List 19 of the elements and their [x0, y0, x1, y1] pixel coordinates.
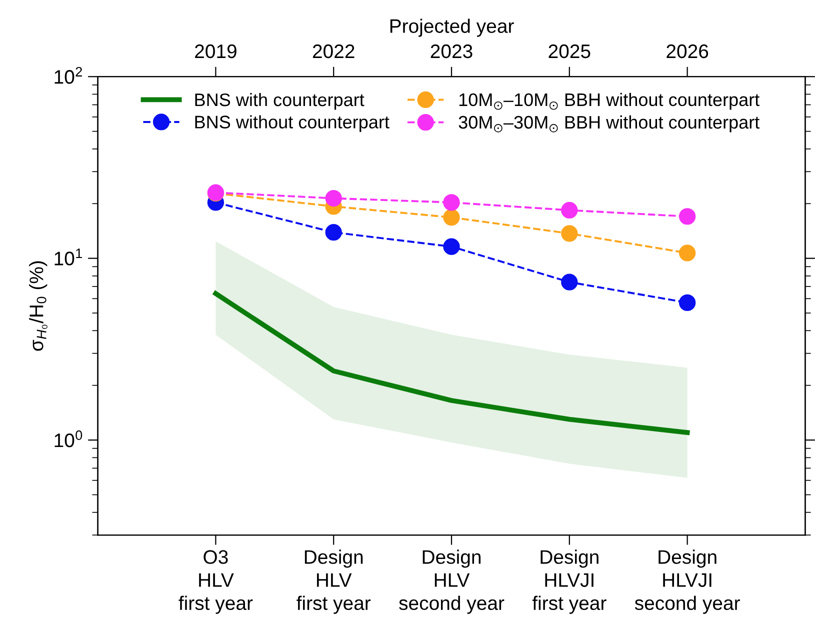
- text: 2019: [195, 44, 236, 58]
- x-tick-label: Design HLVJI second year: [634, 550, 740, 614]
- text: 2025: [548, 44, 590, 58]
- legend-label: 30M$_{⊙}$–30M$_{⊙}$ BBH without counterpart: [458, 115, 760, 132]
- x-tick-label: Design HLV second year: [399, 550, 504, 614]
- x-tick-label: Design HLVJI first year: [532, 550, 606, 614]
- x-tick-label: O3 HLV first year: [178, 550, 253, 614]
- y-axis-title: σ$_{H₀}$/H$_{0}$ (%): [29, 261, 48, 351]
- text: 2022: [312, 44, 354, 58]
- x-tick-label: Design HLV first year: [296, 550, 371, 614]
- text: 2023: [430, 44, 472, 58]
- y-tick-label: 10$^{2}$: [54, 66, 82, 84]
- text: 2026: [666, 44, 708, 58]
- legend-label: 10M$_{⊙}$–10M$_{⊙}$ BBH without counterpart: [459, 92, 760, 110]
- y-tick-label: 10$^{1}$: [54, 248, 82, 266]
- legend-label: BNS without counterpart: [195, 115, 390, 132]
- y-tick-label: 10$^{0}$: [54, 430, 82, 448]
- x2-axis-title: Projected year: [390, 18, 514, 37]
- legend-label: BNS with counterpart: [195, 92, 364, 110]
